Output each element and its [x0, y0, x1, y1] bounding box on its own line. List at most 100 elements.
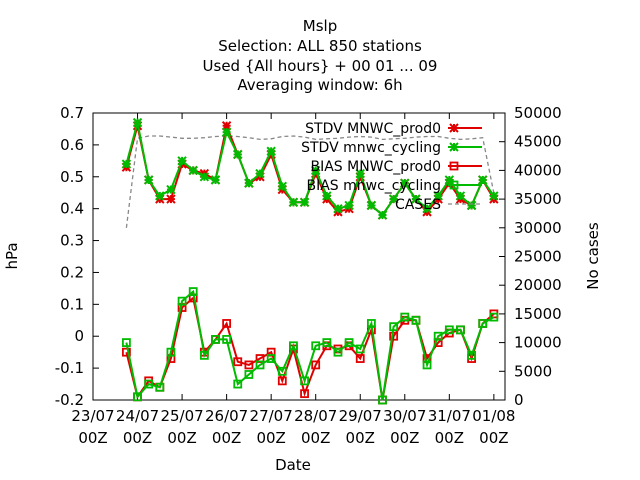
data-point-star	[344, 200, 354, 211]
data-point-square	[456, 325, 465, 335]
data-point-square	[355, 344, 365, 354]
data-point-square	[389, 322, 399, 332]
data-point-square	[411, 315, 421, 325]
data-point-star	[143, 175, 154, 185]
x-tick-label-date: 27/07	[250, 407, 293, 425]
y2-axis-label: No cases	[584, 222, 602, 290]
data-point-square	[266, 354, 276, 363]
series-line-2	[125, 296, 495, 401]
x-tick-label-date: 26/07	[205, 407, 248, 425]
data-point-star	[288, 197, 299, 207]
y-tick-label: 0.1	[60, 295, 84, 313]
data-point-square	[366, 319, 376, 328]
y-tick-label: -0.1	[55, 359, 84, 377]
data-point-square	[188, 287, 198, 296]
data-point-square	[255, 360, 265, 370]
plot-frame	[92, 112, 506, 401]
data-point-square	[300, 376, 309, 386]
legend: STDV MNWC_prod0 STDV mnwc_cycling BIAS MNW…	[301, 121, 482, 213]
data-point-square	[199, 350, 209, 360]
y2-tick-label: 40000	[514, 161, 562, 179]
legend-marker-star	[449, 123, 459, 133]
data-point-star	[277, 181, 288, 192]
x-tick-label-hour: 00Z	[167, 429, 196, 447]
data-point-square	[133, 392, 142, 402]
legend-marker-square	[449, 180, 459, 190]
data-point-square	[122, 347, 131, 357]
x-tick-label-date: 23/07	[71, 407, 114, 425]
data-point-star	[244, 178, 254, 188]
data-point-star	[233, 149, 243, 160]
legend-label: CASES	[395, 197, 441, 213]
data-point-square	[122, 338, 131, 348]
data-point-star	[310, 165, 321, 176]
legend-label: BIAS MNWC_prod0	[310, 159, 441, 175]
y-axis-label: hPa	[3, 242, 21, 269]
data-point-square	[444, 325, 454, 335]
y2-tick-label: 30000	[514, 219, 562, 237]
data-point-star	[411, 194, 421, 204]
data-point-square	[277, 366, 287, 376]
data-point-star	[210, 175, 221, 185]
data-point-star	[155, 191, 165, 201]
x-tick-label-hour: 00Z	[212, 429, 241, 447]
y2-tick-label: 35000	[514, 190, 562, 208]
data-point-square	[311, 360, 321, 370]
data-point-star	[266, 146, 276, 156]
data-point-square	[333, 347, 343, 357]
legend-label: STDV MNWC_prod0	[305, 121, 441, 137]
data-point-square	[489, 312, 499, 322]
y-tick-label: 0.2	[60, 263, 84, 281]
data-point-star	[388, 194, 399, 204]
y2-tick-label: 45000	[514, 133, 562, 151]
legend-marker-square	[449, 161, 459, 171]
data-point-star	[188, 165, 198, 176]
data-point-square	[233, 357, 243, 367]
legend-label: STDV mnwc_cycling	[301, 140, 441, 156]
x-tick-label-hour: 00Z	[435, 429, 464, 447]
x-tick-label-hour: 00Z	[256, 429, 285, 447]
x-tick-label-date: 31/07	[428, 407, 471, 425]
data-point-square	[155, 382, 165, 392]
data-point-star	[221, 127, 232, 137]
data-point-star	[400, 178, 410, 188]
chart-title-line-3: Used {All hours} + 00 01 ... 09	[203, 57, 438, 75]
data-point-star	[466, 200, 477, 211]
data-point-square	[244, 360, 254, 370]
data-point-star	[355, 168, 365, 179]
y2-tick-label: 50000	[514, 104, 562, 122]
series-line-1	[125, 122, 495, 217]
data-point-square	[378, 395, 387, 405]
data-point-star	[121, 159, 132, 169]
data-point-square	[400, 312, 410, 322]
data-point-star	[199, 172, 210, 182]
data-point-star	[455, 191, 466, 201]
data-point-star	[489, 191, 499, 201]
data-point-star	[132, 117, 143, 128]
data-point-square	[422, 360, 432, 370]
data-point-star	[177, 156, 187, 166]
series-line-3	[125, 289, 495, 401]
data-point-square	[478, 319, 488, 328]
data-point-square	[433, 331, 443, 341]
x-tick-label-date: 25/07	[160, 407, 203, 425]
y-tick-label: -0.2	[55, 391, 84, 409]
legend-label: BIAS mnwc_cycling	[306, 178, 441, 194]
data-point-square	[177, 296, 187, 306]
data-point-square	[277, 376, 287, 386]
data-point-star	[255, 168, 265, 179]
x-tick-label-hour: 00Z	[78, 429, 107, 447]
x-tick-label-date: 30/07	[383, 407, 426, 425]
series-line-4	[125, 135, 495, 228]
x-tick-label-date: 24/07	[116, 407, 159, 425]
data-point-star	[333, 203, 343, 214]
legend-marker-star	[449, 142, 459, 152]
plot-area: 0.70.60.50.40.30.20.10-0.1-0.25000045000…	[55, 104, 562, 447]
data-point-star	[422, 203, 432, 214]
chart-title-line-4: Averaging window: 6h	[237, 76, 402, 94]
y2-tick-label: 15000	[514, 305, 562, 323]
x-tick-label-date: 29/07	[339, 407, 382, 425]
data-point-square	[322, 338, 332, 348]
data-point-star	[322, 191, 332, 201]
data-point-square	[211, 335, 220, 344]
